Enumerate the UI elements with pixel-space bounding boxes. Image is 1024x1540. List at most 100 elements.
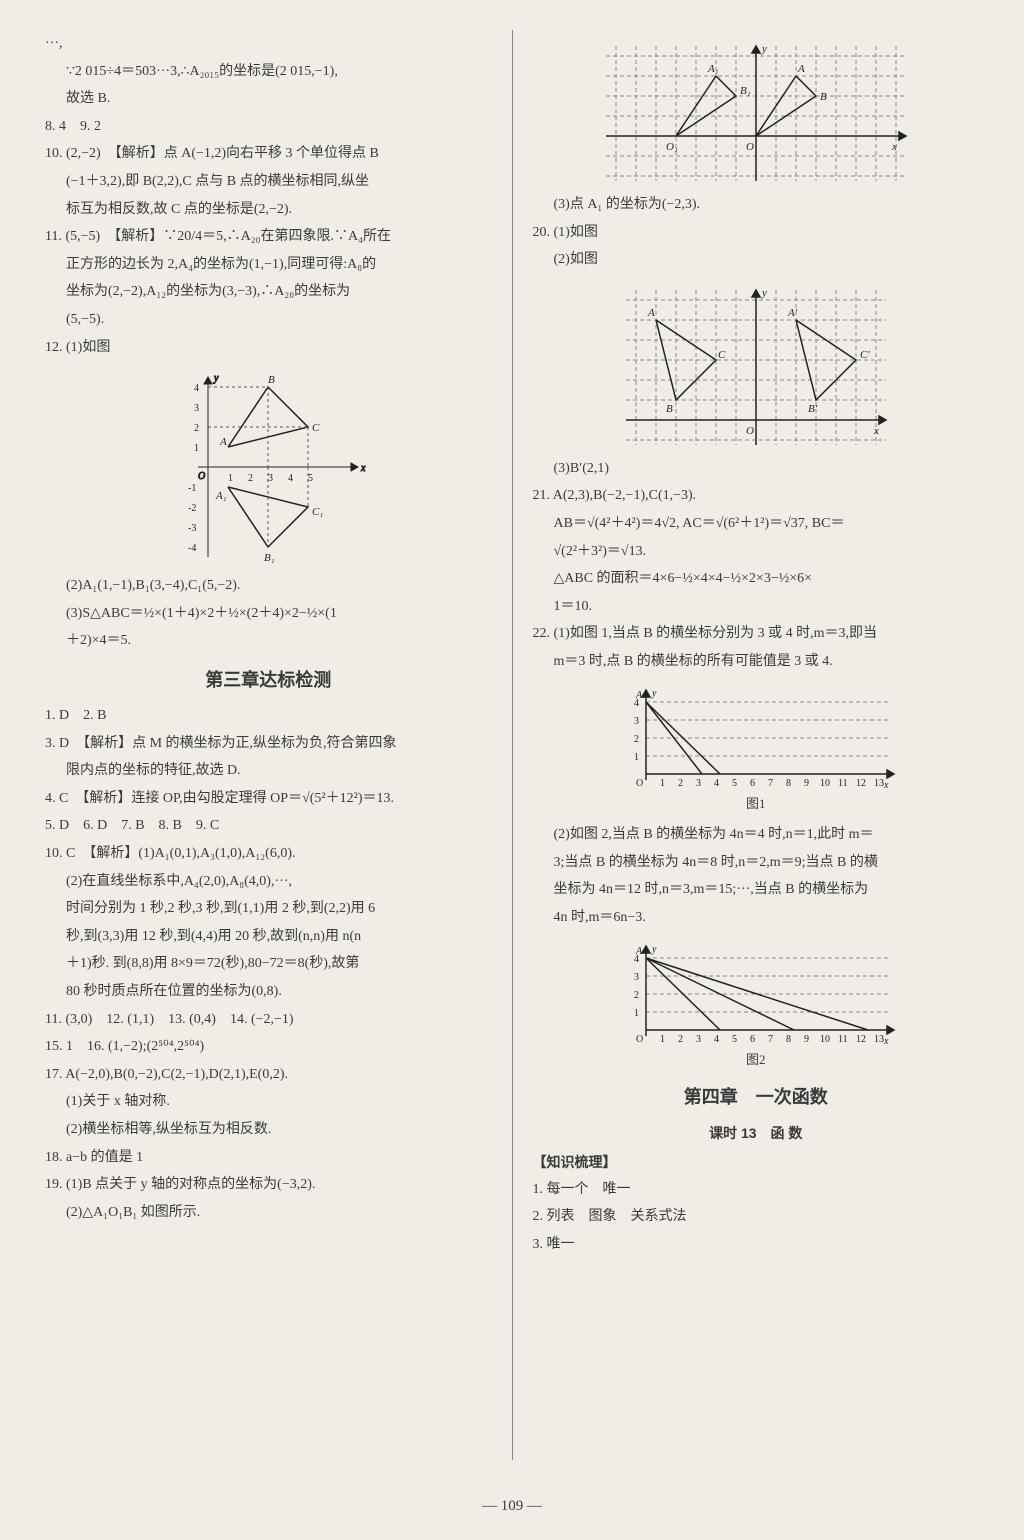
- svg-text:A: A: [635, 946, 643, 957]
- figure-22-1: 4321 O 1234 5678 910111213 x y A 图1: [533, 682, 980, 817]
- svg-text:1: 1: [634, 1008, 639, 1019]
- svg-text:y: y: [651, 944, 657, 955]
- svg-text:C₁: C₁: [312, 506, 323, 518]
- figure-q20: ACB A′C′B′ Oxy: [533, 280, 980, 450]
- svg-text:9: 9: [804, 778, 809, 789]
- svg-text:11: 11: [838, 1034, 848, 1045]
- svg-text:x: x: [883, 1036, 889, 1047]
- svg-text:10: 10: [820, 1034, 830, 1045]
- svg-text:x: x: [883, 780, 889, 791]
- svg-text:-4: -4: [188, 543, 196, 554]
- svg-text:A: A: [647, 307, 655, 319]
- text-line: ∵2 015÷4＝503···3,∴A₂₀₁₅的坐标是(2 015,−1),: [45, 59, 492, 86]
- text-line: 故选 B.: [45, 86, 492, 113]
- svg-text:2: 2: [634, 990, 639, 1001]
- svg-text:B₁: B₁: [264, 552, 275, 564]
- svg-text:A₁: A₁: [707, 63, 719, 75]
- svg-text:4: 4: [714, 778, 719, 789]
- text-line: (2)横坐标相等,纵坐标互为相反数.: [45, 1117, 492, 1144]
- svg-text:2: 2: [678, 1034, 683, 1045]
- svg-text:B′: B′: [808, 403, 818, 415]
- svg-text:-1: -1: [188, 483, 196, 494]
- svg-text:1: 1: [660, 778, 665, 789]
- text-line: m＝3 时,点 B 的横坐标的所有可能值是 3 或 4.: [533, 649, 980, 676]
- text-line: 19. (1)B 点关于 y 轴的对称点的坐标为(−3,2).: [45, 1172, 492, 1199]
- svg-text:6: 6: [750, 1034, 755, 1045]
- text-line: 17. A(−2,0),B(0,−2),C(2,−1),D(2,1),E(0,2…: [45, 1062, 492, 1089]
- svg-text:4: 4: [714, 1034, 719, 1045]
- text-line: (2)在直线坐标系中,A₄(2,0),A₈(4,0),···,: [45, 869, 492, 896]
- text-line: (2)如图 2,当点 B 的横坐标为 4n＝4 时,n＝1,此时 m＝: [533, 822, 980, 849]
- text-line: 18. a−b 的值是 1: [45, 1145, 492, 1172]
- svg-text:3: 3: [696, 1034, 701, 1045]
- svg-text:x: x: [360, 463, 366, 474]
- page-number: — 109 —: [0, 1492, 1024, 1521]
- svg-text:-2: -2: [188, 503, 196, 514]
- figure-22-2: 4321 O 1234 5678 910111213 x y A 图2: [533, 938, 980, 1073]
- text-line: (2)A₁(1,−1),B₁(3,−4),C₁(5,−2).: [45, 573, 492, 600]
- svg-text:3: 3: [634, 972, 639, 983]
- text-line: 80 秒时质点所在位置的坐标为(0,8).: [45, 979, 492, 1006]
- svg-text:2: 2: [194, 423, 199, 434]
- text-line: (5,−5).: [45, 307, 492, 334]
- text-line: 5. D 6. D 7. B 8. B 9. C: [45, 813, 492, 840]
- svg-text:1: 1: [634, 752, 639, 763]
- text-line: 11. (3,0) 12. (1,1) 13. (0,4) 14. (−2,−1…: [45, 1007, 492, 1034]
- text-line: ＋1)秒. 到(8,8)用 8×9＝72(秒),80−72＝8(秒),故第: [45, 951, 492, 978]
- svg-text:O: O: [636, 778, 643, 789]
- text-line: 坐标为 4n＝12 时,n＝3,m＝15;···,当点 B 的横坐标为: [533, 877, 980, 904]
- svg-text:12: 12: [856, 1034, 866, 1045]
- text-line: (1)关于 x 轴对称.: [45, 1089, 492, 1116]
- svg-text:5: 5: [732, 1034, 737, 1045]
- text-line: 22. (1)如图 1,当点 B 的横坐标分别为 3 或 4 时,m＝3,即当: [533, 621, 980, 648]
- text-line: 4. C 【解析】连接 OP,由勾股定理得 OP＝√(5²＋12²)＝13.: [45, 786, 492, 813]
- text-line: (3)S△ABC＝½×(1＋4)×2＋½×(2＋4)×2−½×(1: [45, 601, 492, 628]
- text-line: (−1＋3,2),即 B(2,2),C 点与 B 点的横坐标相同,纵坐: [45, 169, 492, 196]
- svg-text:2: 2: [678, 778, 683, 789]
- text-line: 秒,到(3,3)用 12 秒,到(4,4)用 20 秒,故到(n,n)用 n(n: [45, 924, 492, 951]
- svg-text:A: A: [797, 63, 805, 75]
- lesson-heading: 课时 13 函 数: [533, 1120, 980, 1147]
- svg-text:O₁: O₁: [666, 141, 678, 153]
- svg-text:B₁: B₁: [740, 85, 751, 97]
- text-line: 12. (1)如图: [45, 335, 492, 362]
- svg-text:6: 6: [750, 778, 755, 789]
- text-line: 3. 唯一: [533, 1232, 980, 1259]
- svg-text:7: 7: [768, 1034, 773, 1045]
- svg-text:A: A: [219, 436, 227, 448]
- svg-text:12: 12: [856, 778, 866, 789]
- svg-text:O: O: [636, 1034, 643, 1045]
- svg-text:3: 3: [634, 716, 639, 727]
- svg-text:C′: C′: [860, 349, 870, 361]
- svg-text:x: x: [873, 425, 879, 437]
- text-line: 1. 每一个 唯一: [533, 1177, 980, 1204]
- svg-text:8: 8: [786, 1034, 791, 1045]
- text-line: (2)如图: [533, 247, 980, 274]
- svg-text:A′: A′: [787, 307, 798, 319]
- right-column: AB A₁B₁ O₁O xy (3)点 A₁ 的坐标为(−2,3). 20. (…: [515, 30, 980, 1460]
- svg-text:11: 11: [838, 778, 848, 789]
- svg-text:O: O: [746, 141, 754, 153]
- text-line: (3)点 A₁ 的坐标为(−2,3).: [533, 192, 980, 219]
- svg-text:13: 13: [874, 1034, 884, 1045]
- svg-text:2: 2: [248, 473, 253, 484]
- svg-text:1: 1: [660, 1034, 665, 1045]
- text-line: 2. 列表 图象 关系式法: [533, 1204, 980, 1231]
- text-line: (3)B′(2,1): [533, 456, 980, 483]
- svg-text:y: y: [213, 373, 219, 384]
- svg-text:-3: -3: [188, 523, 196, 534]
- text-line: 4n 时,m＝6n−3.: [533, 905, 980, 932]
- text-line: √(2²＋3²)＝√13.: [533, 539, 980, 566]
- svg-text:x: x: [891, 141, 897, 153]
- svg-text:5: 5: [308, 473, 313, 484]
- text-line: 1. D 2. B: [45, 703, 492, 730]
- svg-text:4: 4: [288, 473, 293, 484]
- svg-text:8: 8: [786, 778, 791, 789]
- text-line: (2)△A₁O₁B₁ 如图所示.: [45, 1200, 492, 1227]
- column-divider: [512, 30, 513, 1460]
- svg-text:A₁: A₁: [215, 490, 227, 502]
- svg-text:10: 10: [820, 778, 830, 789]
- chapter-heading: 第四章 一次函数: [533, 1080, 980, 1114]
- svg-text:3: 3: [194, 403, 199, 414]
- svg-text:2: 2: [634, 734, 639, 745]
